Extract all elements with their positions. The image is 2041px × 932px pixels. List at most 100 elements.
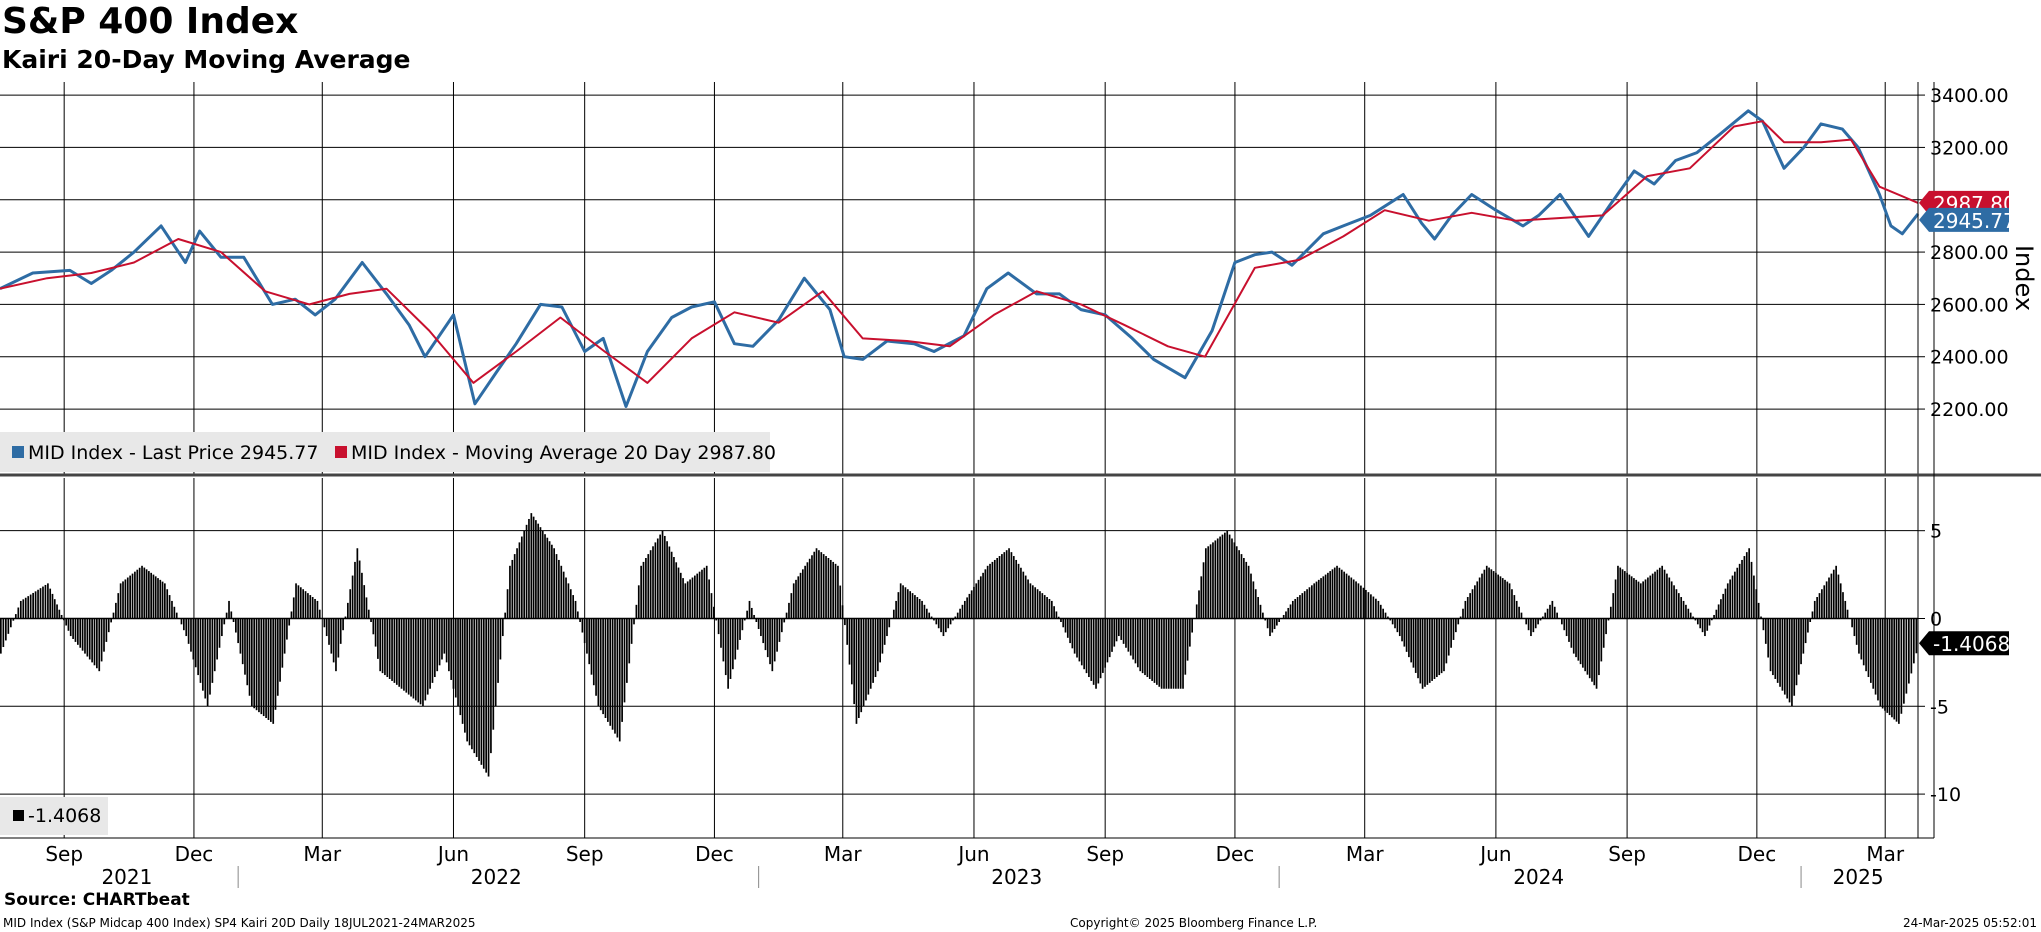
kairi-bar <box>1696 618 1699 625</box>
kairi-bar <box>996 558 999 619</box>
kairi-bar <box>485 618 488 773</box>
kairi-bar <box>37 589 39 619</box>
kairi-bar <box>572 595 575 619</box>
kairi-bar <box>949 618 952 625</box>
kairi-bar <box>1525 618 1528 625</box>
chart-title: S&P 400 Index <box>2 1 299 42</box>
kairi-bar <box>862 618 865 707</box>
kairi-bar <box>609 618 612 726</box>
x-month-label-9: Dec <box>1216 842 1255 866</box>
kairi-bar <box>202 618 204 691</box>
kairi-bar <box>1729 579 1731 619</box>
kairi-bar <box>879 618 881 663</box>
upper-ytick-label-1: 2400.00 <box>1930 347 2009 369</box>
last-price-line <box>0 109 1920 408</box>
kairi-bar <box>328 618 330 645</box>
kairi-bar <box>825 556 827 619</box>
kairi-bar <box>88 618 91 660</box>
kairi-bar <box>1663 569 1666 619</box>
kairi-bar <box>1008 548 1010 619</box>
kairi-bar <box>1291 600 1294 619</box>
kairi-bar <box>332 618 335 663</box>
kairi-bar <box>1303 591 1306 619</box>
kairi-bar <box>290 611 293 619</box>
kairi-bar <box>1172 618 1175 689</box>
kairi-bar <box>19 600 22 619</box>
kairi-bar <box>56 604 58 619</box>
kairi-bar <box>748 600 751 619</box>
kairi-bar <box>218 618 221 648</box>
kairi-bar <box>511 559 514 619</box>
kairi-bar <box>532 516 535 619</box>
kairi-bar <box>1483 569 1486 619</box>
kairi-bar <box>705 565 708 619</box>
kairi-bar <box>982 572 984 619</box>
kairi-bar <box>1111 618 1113 652</box>
kairi-bar <box>241 618 244 665</box>
kairi-bar <box>1447 618 1450 656</box>
kairi-bar <box>98 618 101 672</box>
x-year-label-1: 2022 <box>471 865 522 889</box>
kairi-bar <box>689 579 691 619</box>
kairi-bar <box>1060 618 1062 622</box>
kairi-bar <box>764 618 767 651</box>
kairi-bar <box>1539 618 1542 621</box>
kairi-bar <box>1767 618 1770 658</box>
kairi-bar <box>586 618 588 654</box>
kairi-bar <box>993 559 996 619</box>
kairi-bar <box>429 618 431 689</box>
kairi-bar <box>853 618 855 705</box>
kairi-bar <box>1382 608 1384 619</box>
kairi-bar <box>1699 618 1702 629</box>
kairi-bar <box>1499 576 1502 619</box>
kairi-bar <box>103 618 105 652</box>
kairi-bar <box>1320 578 1322 619</box>
kairi-bar <box>541 530 544 619</box>
kairi-bar <box>818 550 820 619</box>
kairi-bar <box>881 618 884 654</box>
kairi-bar <box>346 602 349 619</box>
kairi-bar <box>855 618 858 724</box>
kairi-bar <box>968 593 971 619</box>
kairi-bar <box>546 537 549 619</box>
footer-center: Copyright© 2025 Bloomberg Finance L.P. <box>1070 916 1318 930</box>
kairi-bar <box>1219 536 1221 619</box>
kairi-bar <box>1083 618 1086 670</box>
kairi-bar <box>679 572 682 619</box>
price-lines <box>0 109 1920 408</box>
kairi-bar <box>47 583 49 619</box>
kairi-bar <box>363 585 366 619</box>
kairi-bar <box>1553 606 1556 619</box>
kairi-bar <box>530 513 533 619</box>
kairi-bar <box>1362 587 1365 619</box>
kairi-bar <box>673 557 675 619</box>
kairi-bar <box>370 618 372 622</box>
kairi-bar <box>154 576 157 619</box>
kairi-bar <box>1020 567 1022 619</box>
kairi-bar <box>1134 618 1137 664</box>
kairi-bar <box>1654 571 1656 619</box>
kairi-bar <box>1874 618 1877 695</box>
kairi-bar <box>1776 618 1779 683</box>
kairi-bar <box>67 618 70 631</box>
kairi-bar <box>1888 618 1891 716</box>
kairi-bar <box>316 600 319 619</box>
kairi-bar <box>959 608 961 619</box>
kairi-bar <box>654 542 657 619</box>
kairi-bar <box>1235 546 1238 619</box>
kairi-bar <box>199 618 202 683</box>
kairi-bar <box>1160 618 1163 689</box>
kairi-bar <box>890 618 893 619</box>
kairi-bar <box>1262 612 1264 619</box>
kairi-bar <box>1102 618 1104 673</box>
kairi-bar <box>452 618 455 689</box>
kairi-bar <box>583 618 586 644</box>
kairi-bar <box>1570 618 1573 648</box>
kairi-bar <box>734 618 737 660</box>
kairi-bar <box>1869 618 1872 683</box>
kairi-bar <box>618 618 621 742</box>
kairi-bar <box>1673 585 1675 619</box>
kairi-bar <box>468 618 471 746</box>
kairi-bar <box>1685 604 1687 619</box>
kairi-bar <box>645 558 647 619</box>
